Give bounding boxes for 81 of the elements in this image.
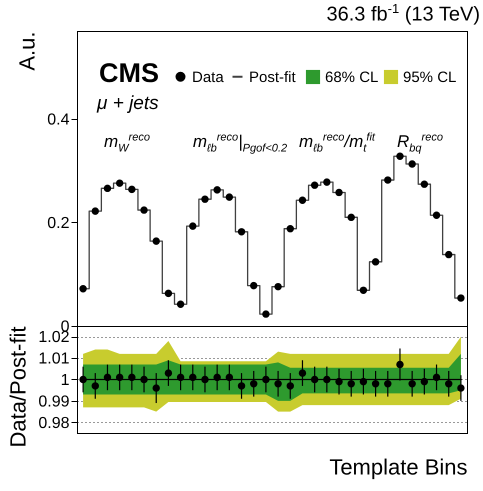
point — [250, 282, 258, 290]
point — [372, 380, 380, 388]
point — [116, 179, 124, 187]
point — [92, 207, 99, 215]
point — [420, 180, 428, 188]
point — [420, 378, 428, 386]
point — [189, 374, 196, 382]
point — [140, 376, 148, 384]
point — [79, 285, 87, 292]
point — [226, 193, 234, 201]
point — [152, 237, 160, 245]
point — [226, 374, 234, 382]
point — [286, 382, 294, 390]
point — [274, 380, 282, 388]
point — [189, 222, 196, 230]
point — [396, 152, 404, 160]
point — [335, 188, 343, 196]
point — [79, 376, 87, 384]
point — [348, 380, 355, 388]
y-tick-label: 1.01 — [38, 350, 70, 368]
point — [201, 196, 209, 203]
point — [323, 178, 331, 186]
legend-label: 68% CL — [325, 69, 378, 86]
point — [164, 290, 172, 298]
point — [432, 212, 440, 219]
y-axis-title: A.u. — [14, 32, 40, 71]
point — [310, 376, 318, 384]
point — [384, 380, 392, 388]
point — [372, 258, 380, 266]
chart-title: 36.3 fb$^{-1}$ (13 TeV) — [326, 1, 480, 26]
point — [213, 374, 221, 382]
y-tick-label: 0.99 — [38, 393, 70, 410]
legend-label: Post-fit — [249, 68, 297, 86]
point — [274, 282, 282, 290]
point — [213, 186, 221, 194]
point — [250, 380, 258, 388]
point — [310, 182, 318, 189]
point — [104, 374, 112, 382]
point — [445, 380, 452, 388]
point — [238, 228, 246, 236]
point — [323, 376, 331, 384]
point — [286, 225, 294, 232]
point — [335, 378, 343, 386]
point — [201, 376, 209, 384]
y-tick-label: 0.4 — [47, 111, 70, 128]
point — [298, 196, 306, 204]
point — [457, 384, 465, 392]
point — [360, 378, 368, 386]
legend-label: Data — [192, 68, 224, 86]
point — [384, 176, 392, 184]
point — [164, 369, 172, 377]
point — [408, 160, 416, 168]
point — [262, 376, 270, 384]
point — [298, 369, 306, 377]
x-axis-title: Template Bins — [329, 454, 468, 480]
point — [348, 214, 355, 222]
legend-label: 95% CL — [403, 69, 456, 86]
point — [128, 374, 136, 382]
annotation: m$_{ℓb}$$^{reco}$|$_{Pgof<0.2}$ — [192, 131, 288, 155]
point — [104, 184, 112, 192]
point — [128, 186, 136, 194]
point — [360, 286, 368, 294]
y-tick-label: 1 — [60, 372, 70, 389]
point — [445, 250, 452, 258]
y-axis-title: Data/Post-fit — [5, 326, 30, 448]
point — [432, 374, 440, 382]
point — [176, 300, 184, 308]
y-tick-label: 0.98 — [38, 414, 70, 432]
point — [176, 374, 184, 382]
point — [408, 380, 416, 388]
point — [152, 384, 160, 392]
point — [396, 360, 404, 368]
annotation: CMS — [99, 58, 159, 89]
point — [457, 294, 465, 302]
annotation: μ + jets — [97, 93, 159, 115]
point — [238, 382, 246, 390]
point — [140, 206, 148, 214]
y-tick-label: 0.2 — [47, 214, 70, 232]
point — [116, 374, 124, 382]
point — [262, 310, 270, 318]
point — [92, 382, 99, 390]
